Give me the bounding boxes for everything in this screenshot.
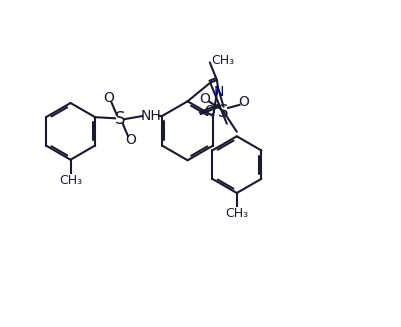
Text: CH₃: CH₃ — [225, 207, 248, 220]
Text: CH₃: CH₃ — [59, 174, 82, 187]
Text: O: O — [199, 92, 210, 106]
Text: S: S — [114, 110, 125, 128]
Text: O: O — [204, 105, 215, 118]
Text: O: O — [125, 133, 136, 147]
Text: NH: NH — [140, 109, 161, 123]
Text: S: S — [218, 103, 228, 121]
Text: N: N — [213, 85, 223, 99]
Text: O: O — [238, 95, 249, 109]
Text: CH₃: CH₃ — [211, 54, 234, 67]
Text: O: O — [103, 91, 113, 105]
